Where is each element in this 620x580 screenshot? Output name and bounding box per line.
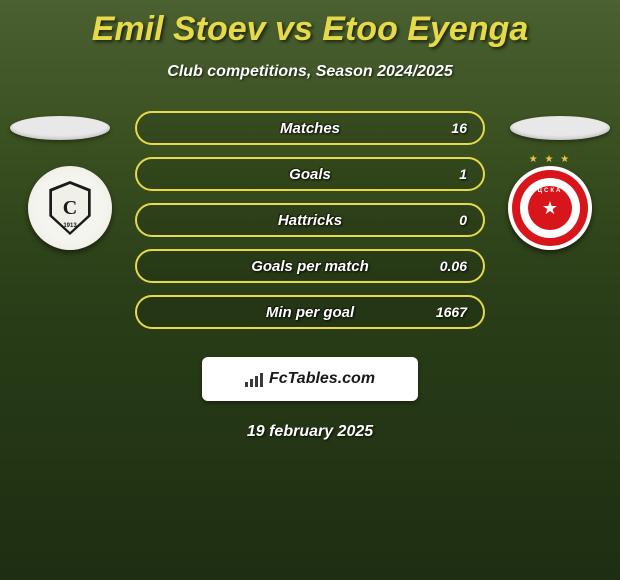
stat-row-goals-per-match: Goals per match 0.06 [135, 249, 485, 283]
left-player-oval [10, 116, 110, 140]
slavia-crest-icon: C 1913 [47, 181, 93, 235]
stats-zone: C 1913 ★ ★ ★ ★ ЦСКА Matches 16 Goa [0, 111, 620, 341]
left-club-badge: C 1913 [28, 166, 112, 250]
cska-label: ЦСКА [538, 188, 563, 194]
stat-row-hattricks: Hattricks 0 [135, 203, 485, 237]
subtitle: Club competitions, Season 2024/2025 [0, 63, 620, 81]
date-line: 19 february 2025 [0, 423, 620, 441]
crest-letter: C [63, 197, 77, 220]
stat-label: Goals [289, 166, 331, 183]
right-club-badge: ★ ★ ★ ★ ЦСКА [508, 166, 592, 250]
stat-label: Matches [280, 120, 340, 137]
stat-label: Min per goal [266, 304, 354, 321]
stat-label: Hattricks [278, 212, 342, 229]
stat-value-right: 0 [459, 212, 467, 228]
branding-inner: FcTables.com [245, 370, 375, 388]
cska-ring-inner: ★ ЦСКА [528, 186, 572, 230]
branding-panel: FcTables.com [202, 357, 418, 401]
cska-ring-outer: ★ ЦСКА [512, 170, 588, 246]
crest-year: 1913 [63, 223, 76, 229]
stat-value-right: 1 [459, 166, 467, 182]
stat-value-right: 1667 [436, 304, 467, 320]
right-player-oval [510, 116, 610, 140]
stat-row-min-per-goal: Min per goal 1667 [135, 295, 485, 329]
star-icon: ★ [542, 198, 558, 219]
stat-label: Goals per match [251, 258, 369, 275]
stat-value-right: 16 [451, 120, 467, 136]
stat-value-right: 0.06 [440, 258, 467, 274]
stars-icon: ★ ★ ★ [508, 154, 592, 165]
page-title: Emil Stoev vs Etoo Eyenga [0, 0, 620, 49]
chart-icon [245, 371, 265, 387]
cska-ring-mid: ★ ЦСКА [520, 178, 580, 238]
stat-pill-stack: Matches 16 Goals 1 Hattricks 0 Goals per… [135, 111, 485, 341]
stat-row-matches: Matches 16 [135, 111, 485, 145]
stat-row-goals: Goals 1 [135, 157, 485, 191]
branding-text: FcTables.com [269, 370, 375, 388]
comparison-infographic: Emil Stoev vs Etoo Eyenga Club competiti… [0, 0, 620, 580]
